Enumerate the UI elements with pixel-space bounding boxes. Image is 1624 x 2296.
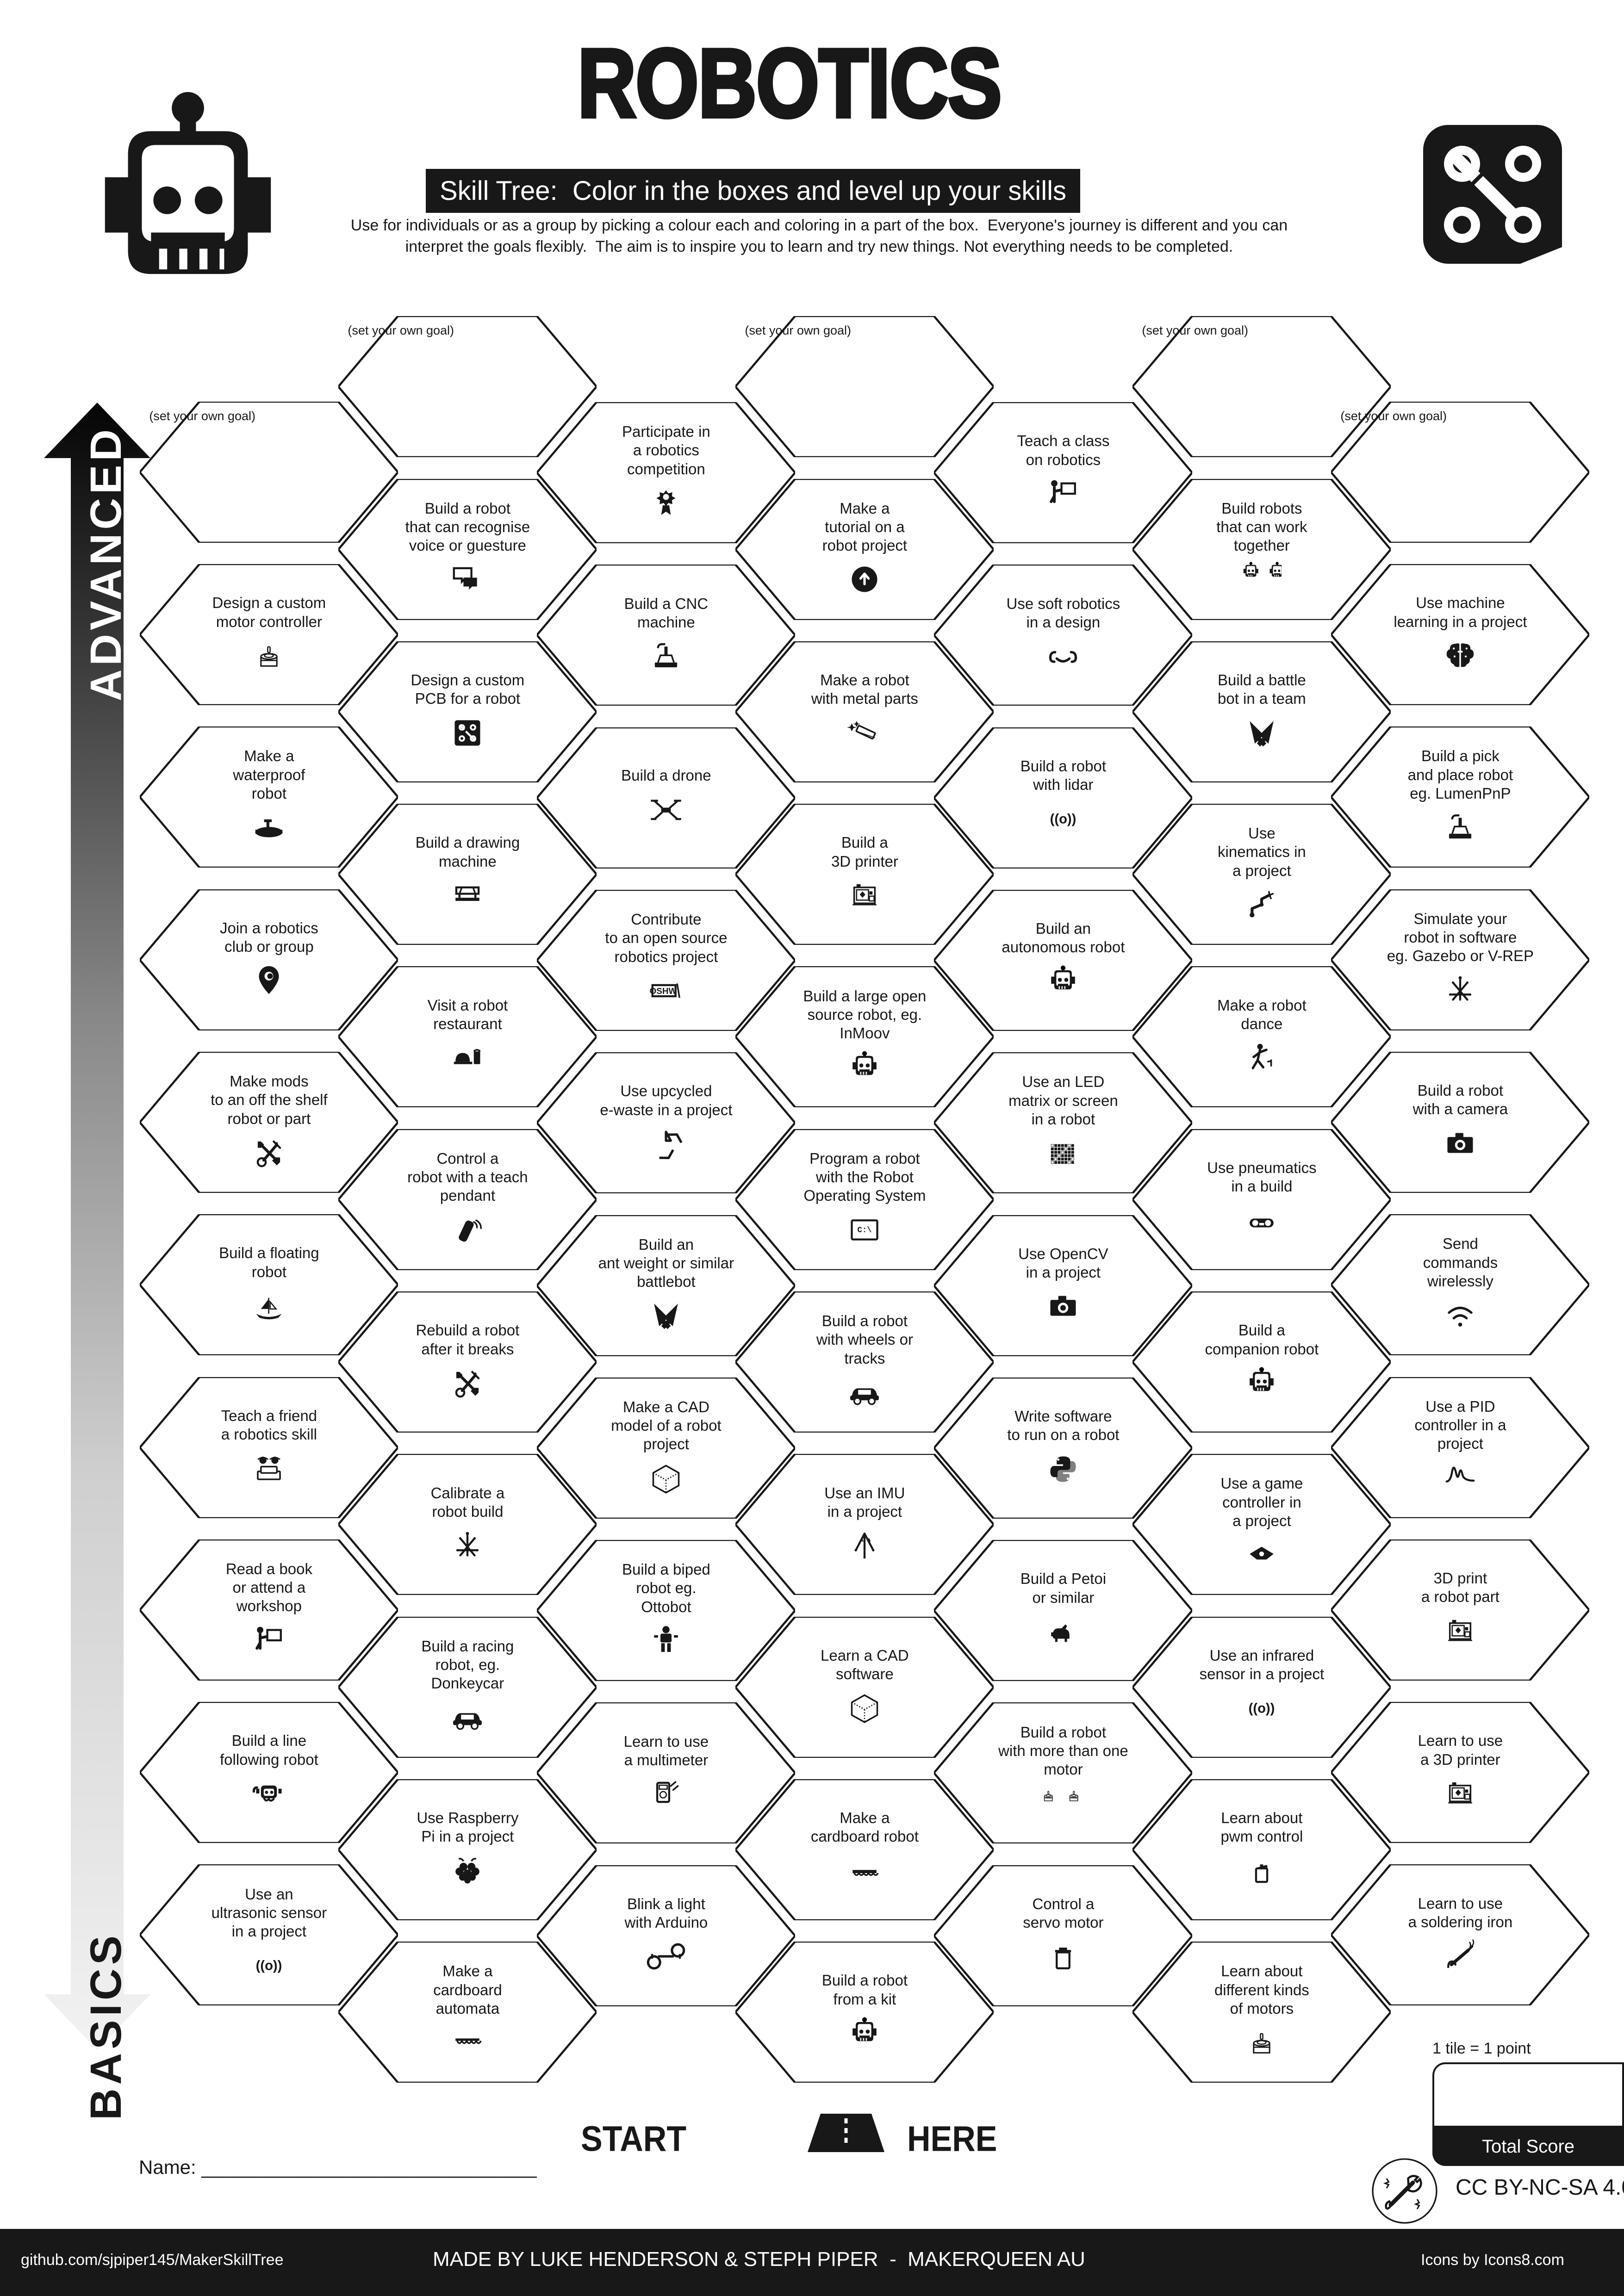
svg-text:((o)): ((o)) (256, 1959, 282, 1973)
svg-text:C:\: C:\ (858, 1226, 872, 1235)
svg-text:((o)): ((o)) (1249, 1701, 1275, 1716)
svg-text:((o)): ((o)) (1050, 812, 1076, 827)
svg-text:OSHW: OSHW (650, 987, 677, 996)
